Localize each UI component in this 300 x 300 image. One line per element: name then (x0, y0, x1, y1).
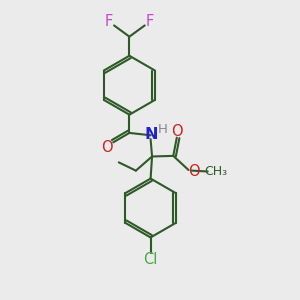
Text: O: O (188, 164, 200, 179)
Text: CH₃: CH₃ (204, 165, 227, 178)
Text: F: F (146, 14, 154, 28)
Text: N: N (144, 127, 158, 142)
Text: H: H (158, 124, 168, 136)
Text: Cl: Cl (143, 252, 158, 267)
Text: O: O (172, 124, 183, 139)
Text: F: F (105, 14, 113, 28)
Text: O: O (101, 140, 113, 155)
